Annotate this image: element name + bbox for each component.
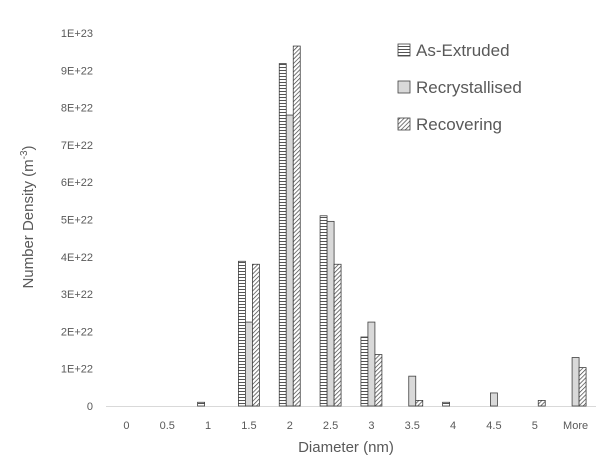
- bar-recrystallised-2: [285, 114, 294, 407]
- y-tick-label: 3E+22: [61, 289, 93, 301]
- x-tick-label: 3: [368, 420, 374, 432]
- bar-recovering-5: [537, 400, 546, 407]
- y-axis-title: Number Density (m-3): [19, 145, 37, 288]
- y-tick-label: 8E+22: [61, 103, 93, 115]
- y-tick-label: 2E+22: [61, 326, 93, 338]
- bar-as-extruded-1: [197, 401, 205, 407]
- x-tick-label: 5: [532, 420, 538, 432]
- legend-swatch: [397, 43, 411, 57]
- x-tick-label: 4: [450, 420, 456, 432]
- y-tick-label: 5E+22: [61, 215, 93, 227]
- x-tick-label: 0.5: [160, 420, 175, 432]
- legend-label: As-Extruded: [416, 41, 510, 60]
- x-tick-label: 2: [287, 420, 293, 432]
- legend-label: Recrystallised: [416, 78, 522, 97]
- bars: [197, 45, 587, 407]
- bar-recovering-2.5: [333, 263, 342, 407]
- bar-as-extruded-3: [360, 336, 369, 407]
- y-tick-label: 0: [87, 401, 93, 413]
- x-tick-label: 1.5: [241, 420, 256, 432]
- bar-as-extruded-1.5: [238, 260, 246, 407]
- bar-recovering-2: [292, 45, 301, 407]
- bar-recrystallised-3.5: [408, 375, 417, 407]
- bar-recrystallised-2.5: [326, 220, 335, 407]
- legend-label: Recovering: [416, 115, 502, 134]
- x-axis-title: Diameter (nm): [298, 439, 394, 456]
- y-tick-label: 9E+22: [61, 65, 93, 77]
- bar-recovering-More: [578, 367, 587, 407]
- bar-as-extruded-4: [442, 401, 450, 407]
- y-tick-label: 1E+23: [61, 28, 93, 40]
- y-tick-label: 6E+22: [61, 177, 93, 189]
- y-axis-title-close: ): [20, 145, 37, 150]
- legend-swatch: [397, 117, 411, 131]
- x-axis-ticks: 0 0.5 1 1.5 2 2.5 3 3.5 4 4.5 5 More: [123, 420, 588, 432]
- bar-recrystallised-More: [571, 357, 580, 407]
- x-tick-label: 0: [123, 420, 129, 432]
- y-tick-label: 1E+22: [61, 364, 93, 376]
- y-axis-title-main: Number Density (m: [20, 159, 37, 288]
- y-axis-title-superscript: -3: [19, 150, 30, 159]
- bar-as-extruded-2: [278, 63, 287, 407]
- legend: As-Extruded Recrystallised Recovering: [397, 41, 522, 134]
- bar-recovering-3.5: [415, 400, 424, 407]
- bar-recovering-1.5: [252, 263, 260, 407]
- y-axis-ticks: 0 1E+22 2E+22 3E+22 4E+22 5E+22 6E+22 7E+22 8E+2…: [61, 28, 93, 413]
- y-tick-label: 7E+22: [61, 140, 93, 152]
- y-tick-label: 4E+22: [61, 252, 93, 264]
- bar-recrystallised-1.5: [245, 321, 253, 407]
- legend-swatch: [397, 80, 411, 94]
- x-tick-label: 1: [205, 420, 211, 432]
- bar-recovering-3: [374, 354, 383, 407]
- x-tick-label: 4.5: [486, 420, 501, 432]
- x-tick-label: 2.5: [323, 420, 338, 432]
- x-tick-label: 3.5: [405, 420, 420, 432]
- bar-recrystallised-3: [367, 321, 376, 407]
- x-tick-label: More: [563, 420, 588, 432]
- bar-recrystallised-4.5: [490, 392, 498, 407]
- bar-as-extruded-2.5: [319, 215, 328, 407]
